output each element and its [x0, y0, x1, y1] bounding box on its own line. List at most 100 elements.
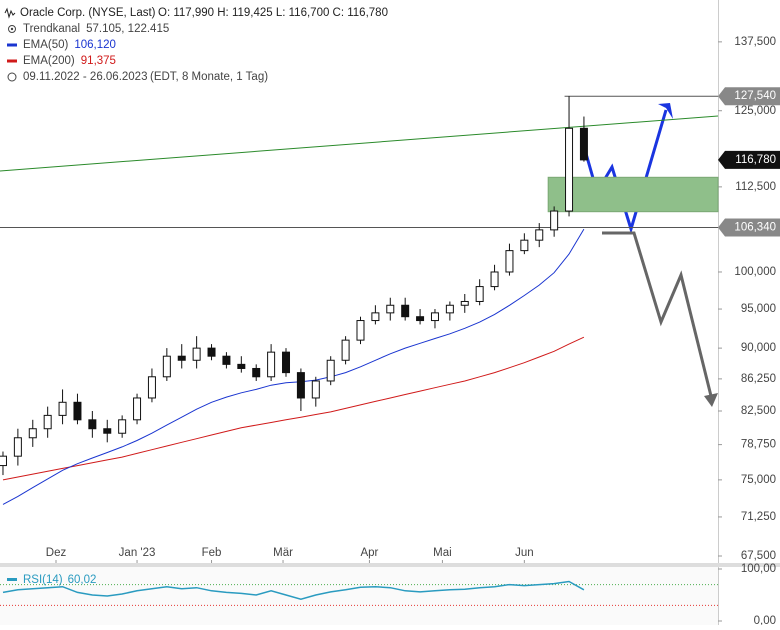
legend-icon	[10, 27, 14, 31]
y-tick-label: 112,500	[735, 181, 776, 193]
header: Oracle Corp. (NYSE, Last) O: 117,990 H: …	[4, 7, 388, 83]
arrow-head	[658, 103, 673, 119]
candle-body	[520, 239, 529, 252]
candle-body	[133, 397, 142, 421]
y-tick-label: 125,000	[734, 105, 776, 117]
candle-body	[73, 401, 82, 421]
candle-body	[445, 304, 454, 314]
rsi-name: RSI(14)	[23, 574, 63, 586]
x-tick-label: Apr	[360, 547, 378, 559]
arrow-head	[704, 393, 718, 407]
x-tick-label: Jun	[515, 547, 534, 559]
rsi-value: 60,02	[68, 574, 97, 586]
rsi-tick-label: 100,00	[741, 563, 776, 575]
price-tag	[718, 87, 780, 106]
last-price-tag	[718, 150, 780, 169]
chart-title: Oracle Corp. (NYSE, Last)	[20, 7, 156, 19]
y-tick-label: 137,500	[734, 36, 776, 48]
y-tick-label: 78,750	[741, 439, 776, 451]
candle-body	[207, 347, 216, 357]
rsi-tick-label: 0,00	[754, 615, 776, 625]
chart-icon	[4, 7, 16, 19]
x-tick-label: Mai	[433, 547, 452, 559]
clock-icon	[7, 72, 17, 82]
price-tag	[718, 218, 780, 237]
rsi-panel	[0, 567, 718, 625]
candle-body	[386, 304, 395, 314]
candle-body	[475, 286, 484, 302]
legend-value: 57.105, 122.415	[86, 23, 169, 35]
legend-value: 91,375	[81, 55, 116, 67]
plot-area	[0, 0, 718, 563]
candle-body	[103, 428, 112, 434]
legend-icon	[8, 25, 16, 33]
y-tick-label: 95,000	[741, 303, 776, 315]
candle-body	[147, 376, 156, 399]
candle-body	[0, 455, 7, 467]
ohlc-text: O: 117,990 H: 119,425 L: 116,700 C: 116,…	[158, 7, 388, 19]
candle-body	[88, 419, 97, 430]
y-tick-label: 90,000	[741, 342, 776, 354]
x-tick-label: Feb	[202, 547, 222, 559]
candle-body	[356, 320, 365, 341]
candle-body	[430, 312, 439, 322]
candle-body	[550, 210, 559, 231]
y-tick-label: 82,500	[741, 405, 776, 417]
y-tick-label: 86,250	[741, 373, 776, 385]
legend-name: Trendkanal	[23, 23, 80, 35]
legend-name: EMA(50)	[23, 39, 69, 51]
x-tick-label: Jan '23	[119, 547, 156, 559]
candle-body	[162, 355, 171, 378]
candle-body	[252, 367, 261, 378]
rsi-line	[2, 580, 585, 600]
candle-body	[565, 127, 574, 212]
y-tick-label: 75,000	[741, 474, 776, 486]
forecast-down	[602, 231, 714, 401]
period-info: (EDT, 8 Monate, 1 Tag)	[150, 71, 268, 83]
candle-body	[237, 363, 246, 369]
candle-body	[490, 271, 499, 288]
price-tag-label: 106,340	[734, 222, 776, 234]
y-tick-label: 67,500	[741, 550, 776, 562]
legend-name: EMA(200)	[23, 55, 75, 67]
x-tick-label: Dez	[46, 547, 67, 559]
ema200-line	[2, 336, 585, 481]
candle-body	[13, 437, 22, 457]
y-tick-label: 71,250	[741, 511, 776, 523]
candle-body	[371, 312, 380, 322]
legend-value: 106,120	[74, 39, 116, 51]
legend-swatch	[7, 59, 17, 63]
candle-body	[326, 359, 335, 382]
candle-body	[43, 414, 52, 430]
price-tag-label: 127,540	[734, 90, 776, 102]
last-price-label: 116,780	[735, 154, 776, 166]
candle-body	[192, 347, 201, 361]
candle-body	[177, 355, 186, 361]
target-zone	[547, 176, 719, 213]
panel-separator	[0, 563, 780, 567]
candle-body	[505, 250, 514, 273]
candle-body	[401, 304, 410, 318]
candle-body	[28, 428, 37, 439]
rsi-swatch	[7, 578, 17, 581]
ema50-line	[2, 228, 585, 505]
candle-body	[535, 229, 544, 241]
candle-body	[296, 372, 305, 399]
y-tick-label: 100,000	[734, 266, 776, 278]
candle-body	[460, 300, 469, 306]
candle-body	[416, 316, 425, 322]
candle-body	[311, 380, 320, 399]
legend-swatch	[7, 43, 17, 47]
x-tick-label: Mär	[273, 547, 293, 559]
candle-body	[267, 351, 276, 378]
candle-body	[341, 339, 350, 361]
candle-body	[222, 355, 231, 365]
trendline	[0, 115, 719, 172]
candle-body	[118, 419, 127, 434]
candle-body	[282, 351, 291, 374]
candle-body	[579, 127, 588, 161]
period: 09.11.2022 - 26.06.2023	[23, 71, 147, 83]
candle-body	[58, 401, 67, 416]
